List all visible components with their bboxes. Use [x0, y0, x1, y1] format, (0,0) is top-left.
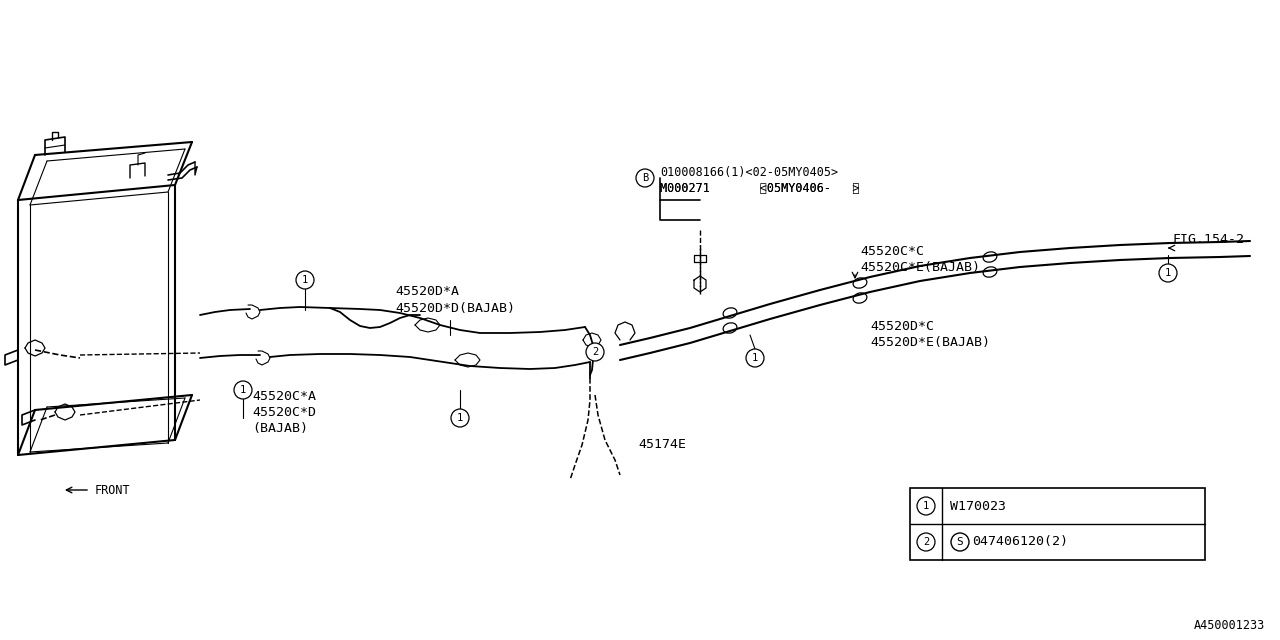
- Text: 45520D*A: 45520D*A: [396, 285, 460, 298]
- Circle shape: [951, 533, 969, 551]
- Text: 1: 1: [923, 501, 929, 511]
- Text: M000271       <05MY0406-   >: M000271 <05MY0406- >: [660, 182, 859, 195]
- Text: 45520C*A: 45520C*A: [252, 390, 316, 403]
- Text: 2: 2: [591, 347, 598, 357]
- Text: 45520C*D: 45520C*D: [252, 406, 316, 419]
- Text: FRONT: FRONT: [95, 483, 131, 497]
- Text: 45520C*C: 45520C*C: [860, 245, 924, 258]
- Circle shape: [586, 343, 604, 361]
- Text: 45520D*C: 45520D*C: [870, 320, 934, 333]
- Text: FIG.154-2: FIG.154-2: [1172, 233, 1244, 246]
- Text: 2: 2: [923, 537, 929, 547]
- Bar: [910, 488, 1204, 560]
- Text: 047406120(2): 047406120(2): [972, 536, 1068, 548]
- Circle shape: [916, 533, 934, 551]
- Circle shape: [1158, 264, 1178, 282]
- Text: M000271       々05MY0406-   〆: M000271 々05MY0406- 〆: [660, 182, 859, 195]
- Text: S: S: [956, 537, 964, 547]
- Text: 45520C*E(BAJAB): 45520C*E(BAJAB): [860, 261, 980, 274]
- Text: 1: 1: [457, 413, 463, 423]
- Circle shape: [746, 349, 764, 367]
- Text: 010008166(1)<02-05MY0405>: 010008166(1)<02-05MY0405>: [660, 166, 838, 179]
- Text: 1: 1: [302, 275, 308, 285]
- Text: 45520D*D(BAJAB): 45520D*D(BAJAB): [396, 302, 515, 315]
- Circle shape: [451, 409, 468, 427]
- Text: (BAJAB): (BAJAB): [252, 422, 308, 435]
- Circle shape: [916, 497, 934, 515]
- Text: W170023: W170023: [950, 499, 1006, 513]
- Circle shape: [234, 381, 252, 399]
- Circle shape: [636, 169, 654, 187]
- Text: B: B: [641, 173, 648, 183]
- Text: 1: 1: [1165, 268, 1171, 278]
- Text: A450001233: A450001233: [1194, 619, 1265, 632]
- Text: 1: 1: [751, 353, 758, 363]
- Circle shape: [296, 271, 314, 289]
- Text: 45520D*E(BAJAB): 45520D*E(BAJAB): [870, 336, 989, 349]
- Text: 45174E: 45174E: [637, 438, 686, 451]
- Text: 1: 1: [239, 385, 246, 395]
